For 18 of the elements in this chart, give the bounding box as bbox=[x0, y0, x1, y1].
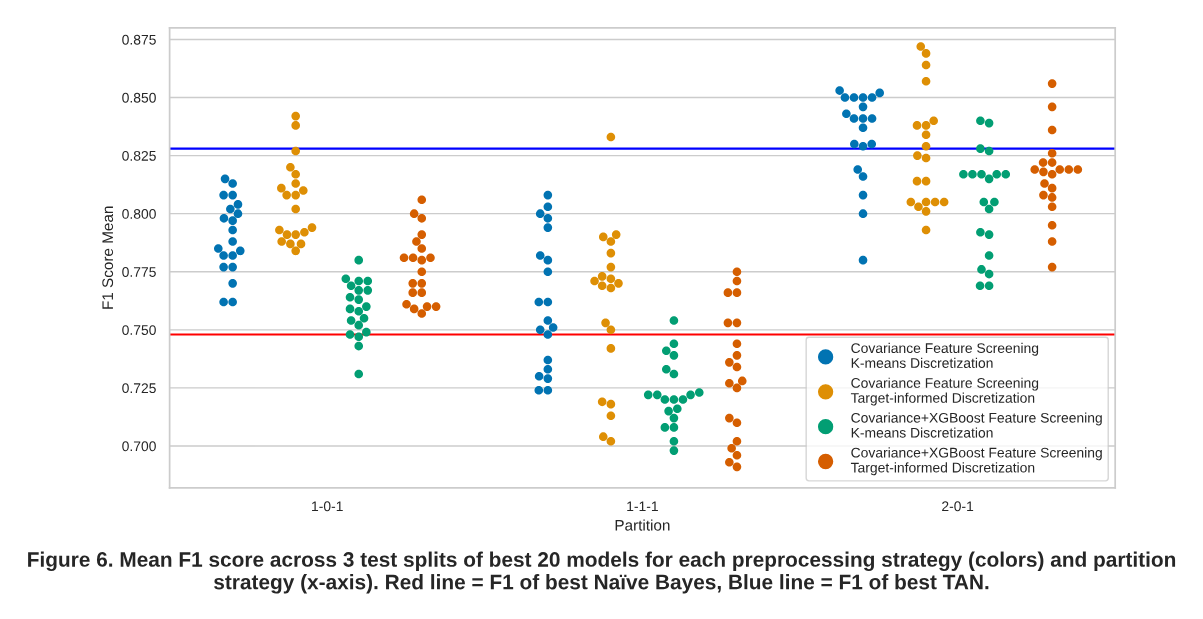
y-tick-label: 0.875 bbox=[122, 34, 156, 45]
y-tick-label: 0.775 bbox=[122, 267, 156, 277]
y-tick-label: 0.725 bbox=[122, 383, 156, 394]
legend-label: Covariance Feature Screening K-means Discretization bbox=[851, 342, 1039, 368]
legend-label: Covariance+XGBoost Feature Screening Target-informed Discretization bbox=[850, 447, 1102, 476]
y-axis-title: F1 Score Mean bbox=[102, 206, 114, 309]
y-tick-label: 0.800 bbox=[122, 209, 156, 219]
caption: Figure 6. Mean F1 score across 3 test splits of best 20 models for each preprocessing strategy (colors) and partition strategy (x-axis). Red line = F1 of best Naïve Bayes, Blue line = F1 of best TAN. bbox=[28, 551, 1176, 594]
y-tick-label: 0.850 bbox=[122, 92, 156, 103]
x-tick-label: 2-0-1 bbox=[942, 501, 974, 512]
x-tick-label: 1-0-1 bbox=[312, 501, 343, 512]
x-axis-title: Partition bbox=[615, 519, 670, 531]
y-tick-label: 0.750 bbox=[122, 325, 156, 335]
y-tick-label: 0.825 bbox=[122, 150, 156, 161]
y-tick-label: 0.700 bbox=[122, 441, 156, 452]
legend-label: Covariance+XGBoost Feature Screening K-means Discretization bbox=[851, 412, 1102, 438]
x-tick-label: 1-1-1 bbox=[627, 501, 658, 512]
legend-label: Covariance Feature Screening Target-informed Discretization bbox=[850, 377, 1039, 406]
